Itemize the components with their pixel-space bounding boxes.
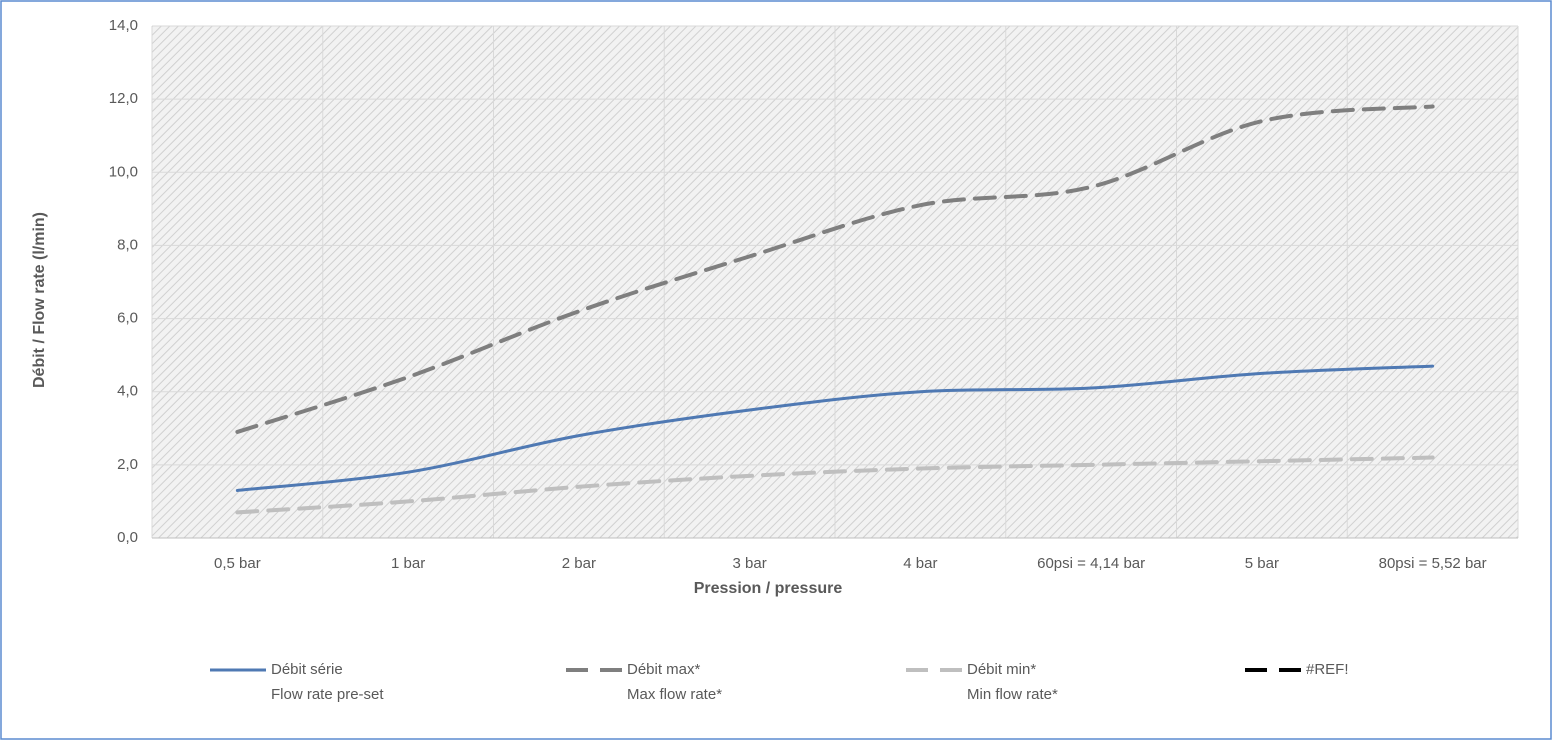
series-line [235,104,1435,434]
y-tick-label: 14,0 [109,17,138,34]
series-line [235,455,1435,515]
legend-label: Max flow rate* [627,686,722,703]
legend-label: Min flow rate* [967,686,1058,703]
y-tick-label: 10,0 [109,163,138,180]
y-tick-label: 2,0 [117,456,138,473]
legend-label: #REF! [1306,661,1349,678]
y-tick-label: 0,0 [117,529,138,546]
y-tick-label: 8,0 [117,236,138,253]
x-tick-label: 0,5 bar [214,555,261,572]
y-axis-title: Débit / Flow rate (l/min) [31,212,48,388]
x-tick-label: 3 bar [733,555,767,572]
x-tick-label: 4 bar [903,555,937,572]
y-tick-label: 4,0 [117,383,138,400]
legend-label: Flow rate pre-set [271,686,384,703]
x-tick-label: 5 bar [1245,555,1279,572]
x-tick-label: 80psi = 5,52 bar [1379,555,1487,572]
x-tick-label: 60psi = 4,14 bar [1037,555,1145,572]
x-tick-label: 2 bar [562,555,596,572]
y-tick-label: 12,0 [109,90,138,107]
legend-label: Débit min* [967,661,1036,678]
series-line [235,364,1435,492]
legend-label: Débit max* [627,661,701,678]
y-tick-label: 6,0 [117,310,138,327]
x-tick-label: 1 bar [391,555,425,572]
legend-label: Débit série [271,661,343,678]
x-axis-title: Pression / pressure [694,580,843,597]
